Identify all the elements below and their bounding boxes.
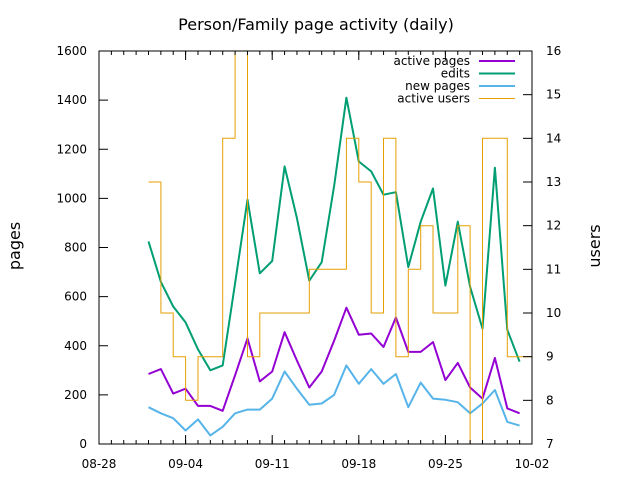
y-tick-label: 0 (79, 437, 87, 451)
y-tick-label: 1400 (56, 93, 87, 107)
legend-label: active pages (393, 54, 470, 68)
x-tick-label: 10-02 (515, 457, 550, 471)
y2-tick-label: 9 (546, 350, 554, 364)
x-tick-label: 09-25 (428, 457, 463, 471)
y2-tick-label: 12 (546, 219, 561, 233)
series-line-active-pages (148, 306, 520, 415)
x-tick-label: 09-04 (168, 457, 203, 471)
series-layer (147, 50, 532, 445)
series-line-active-users (148, 50, 532, 445)
series-line-edits (147, 96, 521, 372)
y2-tick-label: 14 (546, 131, 561, 145)
y-axis-label: pages (5, 222, 24, 270)
y-tick-label: 1200 (56, 142, 87, 156)
y-tick-label: 400 (64, 339, 87, 353)
x-tick-label: 09-18 (341, 457, 376, 471)
y2-tick-label: 7 (546, 437, 554, 451)
y-tick-label: 600 (64, 290, 87, 304)
y2-tick-label: 10 (546, 306, 561, 320)
y2-tick-label: 16 (546, 44, 561, 58)
y-tick-label: 1000 (56, 191, 87, 205)
legend-label: edits (441, 67, 470, 81)
y2-tick-label: 8 (546, 393, 554, 407)
y2-tick-label: 11 (546, 262, 561, 276)
plot-frame (98, 50, 533, 445)
y-tick-label: 800 (64, 241, 87, 255)
x-tick-label: 08-28 (82, 457, 117, 471)
y2-tick-label: 15 (546, 88, 561, 102)
series-line-new-pages (148, 364, 520, 437)
y-tick-label: 200 (64, 388, 87, 402)
chart-title: Person/Family page activity (daily) (178, 15, 454, 34)
axes-layer: 0 200 400 600 800 1000 1200 1400 1600 7 8 9 10 11 12 13… (56, 44, 561, 471)
y2-tick-label: 13 (546, 175, 561, 189)
y2-axis-label: users (585, 224, 604, 267)
x-tick-label: 09-11 (255, 457, 290, 471)
legend-label: active users (397, 92, 470, 106)
y-tick-label: 1600 (56, 44, 87, 58)
legend-label: new pages (405, 79, 470, 93)
